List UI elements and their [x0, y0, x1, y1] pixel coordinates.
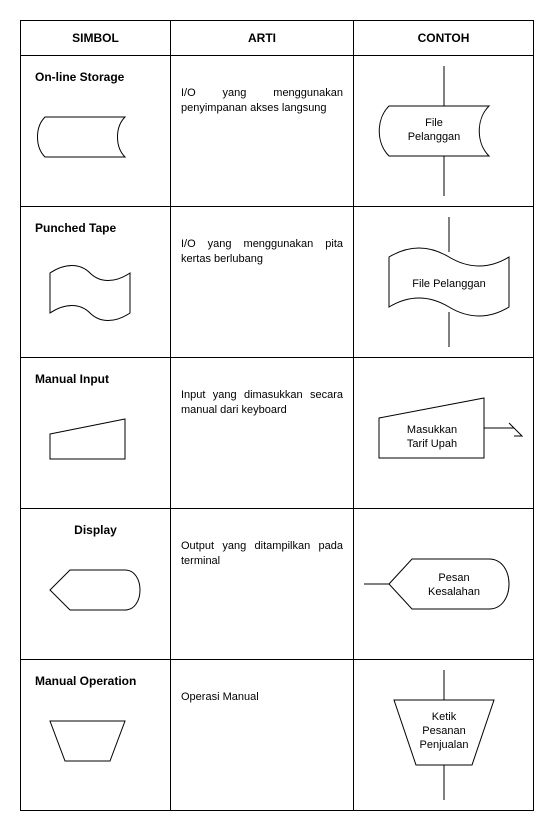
svg-text:File Pelanggan: File Pelanggan	[412, 278, 485, 290]
table-row: Display Output yang ditampilkan pada ter…	[21, 509, 534, 660]
symbol-meaning: Operasi Manual	[171, 660, 354, 811]
online-storage-icon	[35, 102, 162, 182]
table-row: On-line Storage I/O yang menggunakan pen…	[21, 56, 534, 207]
symbol-name: Display	[29, 523, 162, 537]
svg-text:Tarif Upah: Tarif Upah	[407, 438, 457, 450]
example-cell: Ketik Pesanan Penjualan	[354, 660, 534, 811]
table-row: Manual Input Input yang dimasukkan secar…	[21, 358, 534, 509]
symbol-meaning: Input yang dimasukkan secara manual dari…	[171, 358, 354, 509]
manual-input-icon	[35, 404, 162, 484]
header-row: SIMBOL ARTI CONTOH	[21, 21, 534, 56]
symbol-name: Manual Operation	[35, 674, 162, 688]
svg-text:Penjualan: Penjualan	[420, 739, 469, 751]
example-cell: File Pelanggan	[354, 56, 534, 207]
table-row: Manual Operation Operasi Manual Ketik Pe…	[21, 660, 534, 811]
symbol-name: Manual Input	[35, 372, 162, 386]
punched-tape-icon	[35, 253, 162, 333]
manual-operation-icon	[35, 706, 162, 786]
symbol-name: On-line Storage	[35, 70, 162, 84]
svg-text:File: File	[425, 117, 443, 129]
header-contoh: CONTOH	[354, 21, 534, 56]
example-cell: Pesan Kesalahan	[354, 509, 534, 660]
svg-text:Masukkan: Masukkan	[407, 424, 457, 436]
table-row: Punched Tape I/O yang menggunakan pita k…	[21, 207, 534, 358]
symbol-meaning: I/O yang menggunakan pita kertas berluba…	[171, 207, 354, 358]
svg-text:Ketik: Ketik	[432, 711, 457, 723]
symbol-name: Punched Tape	[35, 221, 162, 235]
flowchart-symbol-table: SIMBOL ARTI CONTOH On-line Storage I/O y…	[20, 20, 534, 811]
svg-text:Pelanggan: Pelanggan	[408, 131, 461, 143]
example-cell: Masukkan Tarif Upah	[354, 358, 534, 509]
example-cell: File Pelanggan	[354, 207, 534, 358]
header-simbol: SIMBOL	[21, 21, 171, 56]
svg-text:Pesanan: Pesanan	[422, 725, 465, 737]
svg-text:Pesan: Pesan	[438, 572, 469, 584]
svg-text:Kesalahan: Kesalahan	[428, 586, 480, 598]
symbol-meaning: Output yang ditampilkan pada terminal	[171, 509, 354, 660]
symbol-meaning: I/O yang menggunakan penyimpanan akses l…	[171, 56, 354, 207]
header-arti: ARTI	[171, 21, 354, 56]
display-icon	[35, 555, 162, 635]
